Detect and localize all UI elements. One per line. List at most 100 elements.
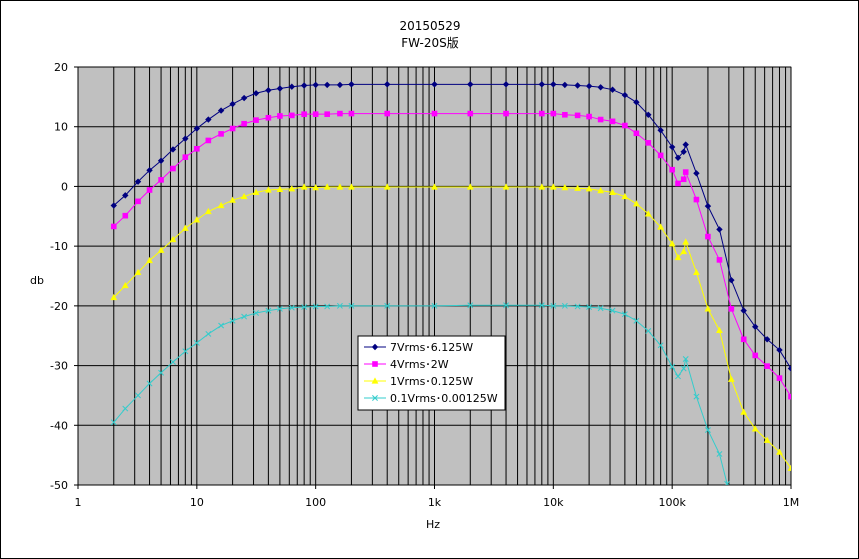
data-point-square xyxy=(680,176,687,183)
data-point-triangle xyxy=(336,183,344,190)
data-point-diamond xyxy=(205,116,212,123)
data-point-square xyxy=(265,114,272,121)
data-point-diamond xyxy=(728,276,735,284)
data-point-diamond xyxy=(716,226,723,233)
data-point-triangle xyxy=(776,448,783,455)
data-point-square xyxy=(503,110,509,117)
data-point-x xyxy=(586,304,593,311)
data-point-square xyxy=(289,112,295,119)
data-point-diamond xyxy=(787,365,791,372)
x-tick-label: 10k xyxy=(543,496,564,509)
data-point-diamond xyxy=(348,81,355,88)
data-point-diamond xyxy=(502,81,510,88)
data-point-triangle xyxy=(787,464,791,471)
data-point-diamond xyxy=(740,307,747,314)
data-point-x xyxy=(669,363,676,370)
data-point-square xyxy=(135,198,141,205)
data-point-x xyxy=(301,304,308,311)
data-point-triangle xyxy=(674,253,682,261)
data-point-x xyxy=(657,342,664,349)
x-tick-label: 1M xyxy=(783,496,800,509)
data-point-diamond xyxy=(561,81,569,89)
x-tick-label: 100 xyxy=(305,496,326,509)
data-point-diamond xyxy=(169,146,177,153)
data-point-x xyxy=(574,303,581,310)
data-point-triangle xyxy=(121,281,129,289)
data-point-diamond xyxy=(217,107,225,114)
chart-subtitle: FW-20S版 xyxy=(401,36,459,50)
data-point-triangle xyxy=(763,436,771,443)
data-point-x xyxy=(724,480,731,485)
data-point-square xyxy=(716,257,723,263)
data-point-diamond xyxy=(668,143,676,151)
data-point-x xyxy=(431,302,438,309)
data-point-diamond xyxy=(252,90,260,97)
data-point-square xyxy=(324,111,330,117)
y-tick-label: -40 xyxy=(50,419,68,432)
data-point-triangle xyxy=(323,183,331,190)
data-point-x xyxy=(538,302,545,309)
data-point-triangle xyxy=(609,188,616,195)
data-point-diamond xyxy=(609,86,616,93)
data-point-square xyxy=(205,137,212,144)
data-point-square xyxy=(728,306,735,312)
data-point-square xyxy=(705,233,711,240)
y-axis-label: db xyxy=(30,274,44,287)
data-point-square xyxy=(574,112,581,119)
data-point-diamond xyxy=(146,167,153,174)
data-point-diamond xyxy=(693,170,700,177)
data-point-triangle xyxy=(585,185,593,192)
data-point-x xyxy=(633,317,640,324)
series-3 xyxy=(110,183,791,471)
data-point-triangle xyxy=(217,201,225,209)
data-point-square xyxy=(539,110,545,117)
data-point-x xyxy=(716,450,723,457)
data-point-diamond xyxy=(371,343,379,351)
data-point-x xyxy=(372,395,378,401)
data-point-triangle xyxy=(371,377,379,384)
data-point-triangle xyxy=(110,293,118,301)
data-point-diamond xyxy=(680,148,687,155)
data-point-diamond xyxy=(585,82,593,90)
data-point-square xyxy=(657,152,664,159)
data-point-square xyxy=(218,131,224,137)
data-point-square xyxy=(597,116,604,123)
data-point-diamond xyxy=(182,135,189,142)
data-point-triangle xyxy=(288,185,296,192)
data-point-triangle xyxy=(549,183,557,190)
data-point-triangle xyxy=(134,268,142,276)
data-point-diamond xyxy=(752,323,759,330)
legend-item: 0.1Vrms･0.00125W xyxy=(364,392,498,405)
x-tick-label: 1k xyxy=(428,496,442,509)
legend-label: 4Vrms･2W xyxy=(390,358,449,371)
data-point-triangle xyxy=(644,210,652,217)
series-1 xyxy=(110,81,791,372)
data-point-diamond xyxy=(704,202,712,210)
series-group xyxy=(110,81,791,485)
data-point-square xyxy=(740,336,747,343)
data-point-square xyxy=(562,111,568,118)
x-axis-ticks: 1 10 100 1k 10k 100k 1M xyxy=(75,485,800,509)
data-point-x xyxy=(158,369,165,376)
x-tick-label: 10 xyxy=(190,496,204,509)
data-point-square xyxy=(194,146,200,152)
legend-item: 7Vrms･6.125W xyxy=(364,341,473,354)
data-point-square xyxy=(645,140,652,146)
data-point-x xyxy=(170,359,176,365)
data-point-triangle xyxy=(657,223,665,230)
y-tick-label: -10 xyxy=(50,240,68,253)
data-point-square xyxy=(467,110,474,117)
data-point-square xyxy=(229,125,236,132)
data-point-square xyxy=(384,110,391,117)
data-point-diamond xyxy=(467,81,474,88)
data-point-x xyxy=(645,327,652,334)
data-point-triangle xyxy=(169,235,177,243)
data-point-diamond xyxy=(597,84,604,91)
data-point-diamond xyxy=(312,81,319,89)
data-point-triangle xyxy=(157,246,165,253)
data-point-diamond xyxy=(288,83,296,90)
data-point-square xyxy=(609,118,616,125)
data-point-triangle xyxy=(621,192,629,200)
data-point-triangle xyxy=(574,184,581,191)
data-point-diamond xyxy=(538,81,546,88)
